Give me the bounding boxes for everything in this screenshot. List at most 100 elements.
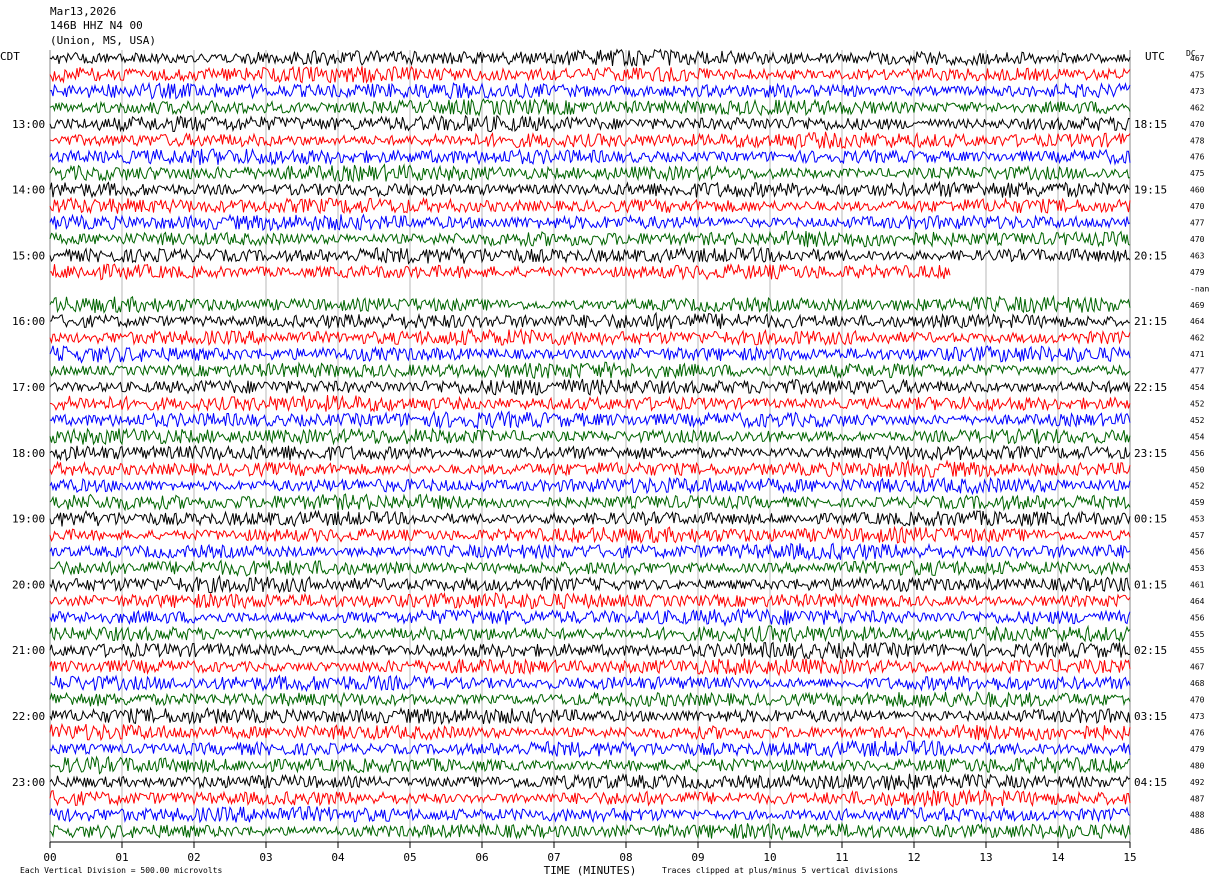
dc-offset-label: 453 [1190, 564, 1205, 573]
trace-row [49, 706, 1131, 725]
vertical-division-note: Each Vertical Division = 500.00 microvol… [20, 866, 223, 875]
header-station: 146B HHZ N4 00 [50, 19, 143, 32]
trace-row [49, 739, 1131, 759]
dc-offset-label: 459 [1190, 498, 1205, 507]
utc-hour-label: 00:15 [1134, 513, 1167, 526]
local-hour-label: 19:00 [12, 513, 45, 526]
local-hour-label: 13:00 [12, 118, 45, 131]
trace-row [49, 114, 1131, 133]
trace-row [49, 311, 1130, 332]
utc-hour-label: 01:15 [1134, 578, 1167, 591]
clip-note: Traces clipped at plus/minus 5 vertical … [662, 866, 899, 875]
x-tick-label: 09 [691, 851, 704, 864]
x-tick-label: 04 [331, 851, 345, 864]
dc-offset-label: 454 [1190, 432, 1205, 441]
trace-row [49, 640, 1131, 661]
local-hour-label: 18:00 [12, 447, 45, 460]
utc-hour-label: 19:15 [1134, 184, 1167, 197]
dc-offset-label: 476 [1190, 728, 1205, 737]
dc-offset-label: 473 [1190, 87, 1205, 96]
trace-row [49, 674, 1131, 693]
trace-row [49, 246, 1131, 265]
dc-offset-label: 452 [1190, 416, 1205, 425]
dc-offset-label: 478 [1190, 136, 1205, 145]
dc-offset-label: 456 [1190, 449, 1205, 458]
dc-offset-label: 454 [1190, 383, 1205, 392]
dc-offset-label: 476 [1190, 153, 1205, 162]
trace-row [49, 327, 1131, 347]
dc-offset-label: 487 [1190, 794, 1205, 803]
dc-offset-label: 486 [1190, 827, 1205, 836]
dc-offset-label: 464 [1190, 317, 1205, 326]
left-axis-label: CDT [0, 50, 20, 63]
trace-row [49, 48, 1131, 67]
dc-offset-label: 480 [1190, 761, 1205, 770]
utc-hour-label: 18:15 [1134, 118, 1167, 131]
trace-row [49, 476, 1131, 496]
trace-row [49, 409, 1131, 430]
dc-offset-label: 462 [1190, 103, 1205, 112]
trace-row [49, 624, 1131, 644]
x-tick-label: 12 [907, 851, 920, 864]
trace-row [49, 81, 1131, 100]
trace-row [49, 180, 1131, 199]
trace-row [49, 722, 1131, 742]
dc-offset-label: 468 [1190, 679, 1205, 688]
dc-offset-label: 470 [1190, 120, 1205, 129]
dc-offset-label: 473 [1190, 712, 1205, 721]
local-hour-label: 14:00 [12, 184, 45, 197]
header-date: Mar13,2026 [50, 5, 117, 18]
trace-row [49, 806, 1131, 824]
x-tick-label: 13 [979, 851, 992, 864]
utc-hour-label: 21:15 [1134, 315, 1167, 328]
utc-hour-label: 02:15 [1134, 644, 1167, 657]
x-tick-label: 00 [43, 851, 56, 864]
dc-offset-label: 477 [1190, 367, 1205, 376]
local-hour-label: 20:00 [12, 578, 45, 591]
trace-row [49, 574, 1131, 594]
trace-row [49, 196, 1131, 215]
trace-row [49, 213, 1131, 232]
dc-offset-label: 477 [1190, 219, 1205, 228]
trace-row [49, 147, 1131, 166]
dc-offset-label: 463 [1190, 251, 1205, 260]
dc-offset-label: 467 [1190, 54, 1205, 63]
trace-row [49, 427, 1131, 446]
trace-row [49, 591, 1131, 610]
x-tick-label: 11 [835, 851, 848, 864]
dc-offset-label: 471 [1190, 350, 1205, 359]
local-hour-label: 17:00 [12, 381, 45, 394]
dc-offset-label: 488 [1190, 811, 1205, 820]
trace-row [49, 525, 1131, 545]
dc-offset-label: 475 [1190, 169, 1205, 178]
dc-offset-label: 461 [1190, 580, 1205, 589]
dc-offset-label: 479 [1190, 268, 1205, 277]
dc-offset-label: 455 [1190, 630, 1205, 639]
dc-offset-label: 450 [1190, 465, 1205, 474]
trace-row [49, 131, 1131, 150]
dc-offset-label: 453 [1190, 515, 1205, 524]
local-hour-label: 16:00 [12, 315, 45, 328]
dc-offset-label: 456 [1190, 613, 1205, 622]
dc-offset-label: 457 [1190, 531, 1205, 540]
trace-row [49, 163, 1131, 183]
x-tick-label: 15 [1123, 851, 1136, 864]
dc-offset-label: 464 [1190, 597, 1205, 606]
dc-offset-label: 470 [1190, 202, 1205, 211]
dc-offset-label: 469 [1190, 301, 1205, 310]
trace-row [49, 294, 1131, 314]
right-axis-label: UTC [1145, 50, 1165, 63]
trace-row [49, 493, 1131, 512]
trace-row [49, 65, 1131, 84]
trace-row [49, 755, 1131, 775]
dc-offset-label: 460 [1190, 186, 1205, 195]
trace-row [49, 690, 1131, 708]
dc-label: DC [1186, 49, 1196, 58]
x-tick-label: 01 [115, 851, 128, 864]
dc-offset-label: 467 [1190, 663, 1205, 672]
x-tick-label: 14 [1051, 851, 1065, 864]
trace-row [50, 263, 951, 281]
utc-hour-label: 20:15 [1134, 249, 1167, 262]
trace-row [49, 658, 1131, 677]
